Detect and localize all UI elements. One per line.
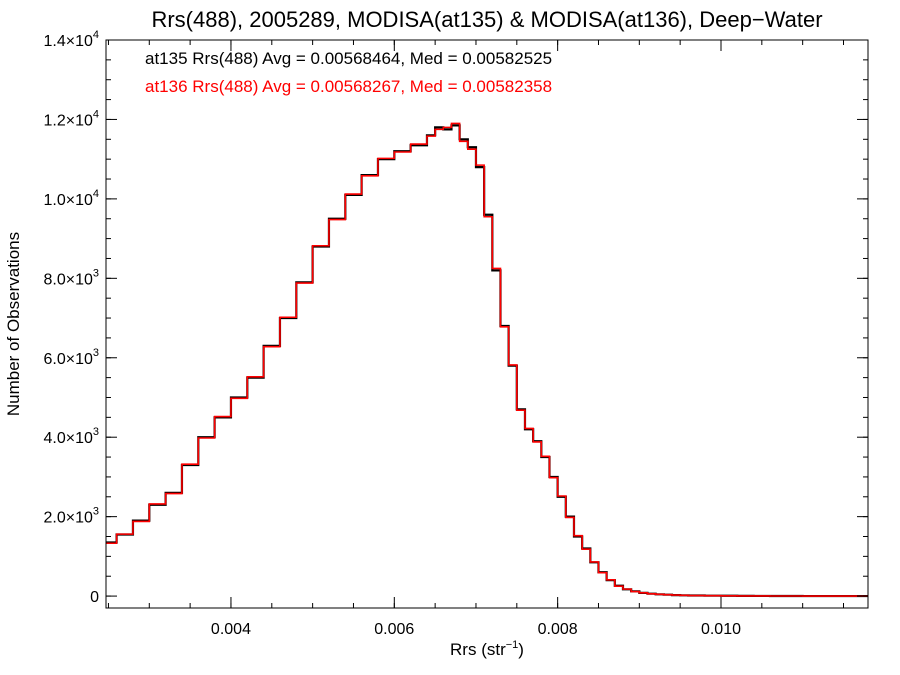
y-axis: 02.0×1034.0×1036.0×1038.0×1031.0×1041.2×… xyxy=(43,29,868,606)
legend-entry-at135: at135 Rrs(488) Avg = 0.00568464, Med = 0… xyxy=(145,49,552,68)
y-tick-label-base: 1.4×10 xyxy=(43,33,92,50)
y-tick-label-exp: 4 xyxy=(93,108,99,120)
legend-entry-at136: at136 Rrs(488) Avg = 0.00568267, Med = 0… xyxy=(145,77,552,96)
series-line-at135 xyxy=(106,124,868,598)
chart-title: Rrs(488), 2005289, MODISA(at135) & MODIS… xyxy=(151,7,822,32)
y-tick-label-base: 2.0×10 xyxy=(43,510,92,527)
x-tick-label: 0.004 xyxy=(211,621,251,638)
series-layer xyxy=(106,122,868,598)
y-tick-label-exp: 3 xyxy=(93,267,99,279)
y-tick-label-base: 1.2×10 xyxy=(43,112,92,129)
series-line-at136 xyxy=(106,122,868,597)
y-tick-label-base: 0 xyxy=(90,589,99,606)
y-tick-label: 1.4×104 xyxy=(43,29,99,50)
y-tick-label: 1.0×104 xyxy=(43,188,99,209)
x-tick-label: 0.006 xyxy=(374,621,414,638)
y-axis-label: Number of Observations xyxy=(4,232,23,416)
x-axis-label-sup: −1 xyxy=(506,639,519,651)
x-axis: 0.004 0.006 0.008 0.010 xyxy=(107,40,844,638)
x-axis-label: Rrs (str−1) xyxy=(450,639,524,659)
x-axis-label-end: ) xyxy=(518,640,524,659)
y-tick-label: 4.0×103 xyxy=(43,426,99,447)
x-axis-label-main: Rrs (str xyxy=(450,640,506,659)
y-tick-label: 1.2×104 xyxy=(43,108,99,129)
y-tick-label: 0 xyxy=(90,589,99,606)
y-tick-label-base: 8.0×10 xyxy=(43,271,92,288)
y-tick-label-exp: 3 xyxy=(93,426,99,438)
x-tick-label: 0.008 xyxy=(538,621,578,638)
y-tick-label-base: 6.0×10 xyxy=(43,351,92,368)
y-tick-label: 2.0×103 xyxy=(43,506,99,527)
y-tick-label-exp: 4 xyxy=(93,188,99,200)
y-tick-label-exp: 3 xyxy=(93,506,99,518)
y-tick-label: 6.0×103 xyxy=(43,347,99,368)
y-tick-label: 8.0×103 xyxy=(43,267,99,288)
y-tick-label-base: 4.0×10 xyxy=(43,430,92,447)
x-tick-label: 0.010 xyxy=(701,621,741,638)
plot-frame xyxy=(105,39,869,609)
y-tick-label-exp: 3 xyxy=(93,347,99,359)
y-tick-label-base: 1.0×10 xyxy=(43,192,92,209)
y-tick-label-exp: 4 xyxy=(93,29,99,41)
